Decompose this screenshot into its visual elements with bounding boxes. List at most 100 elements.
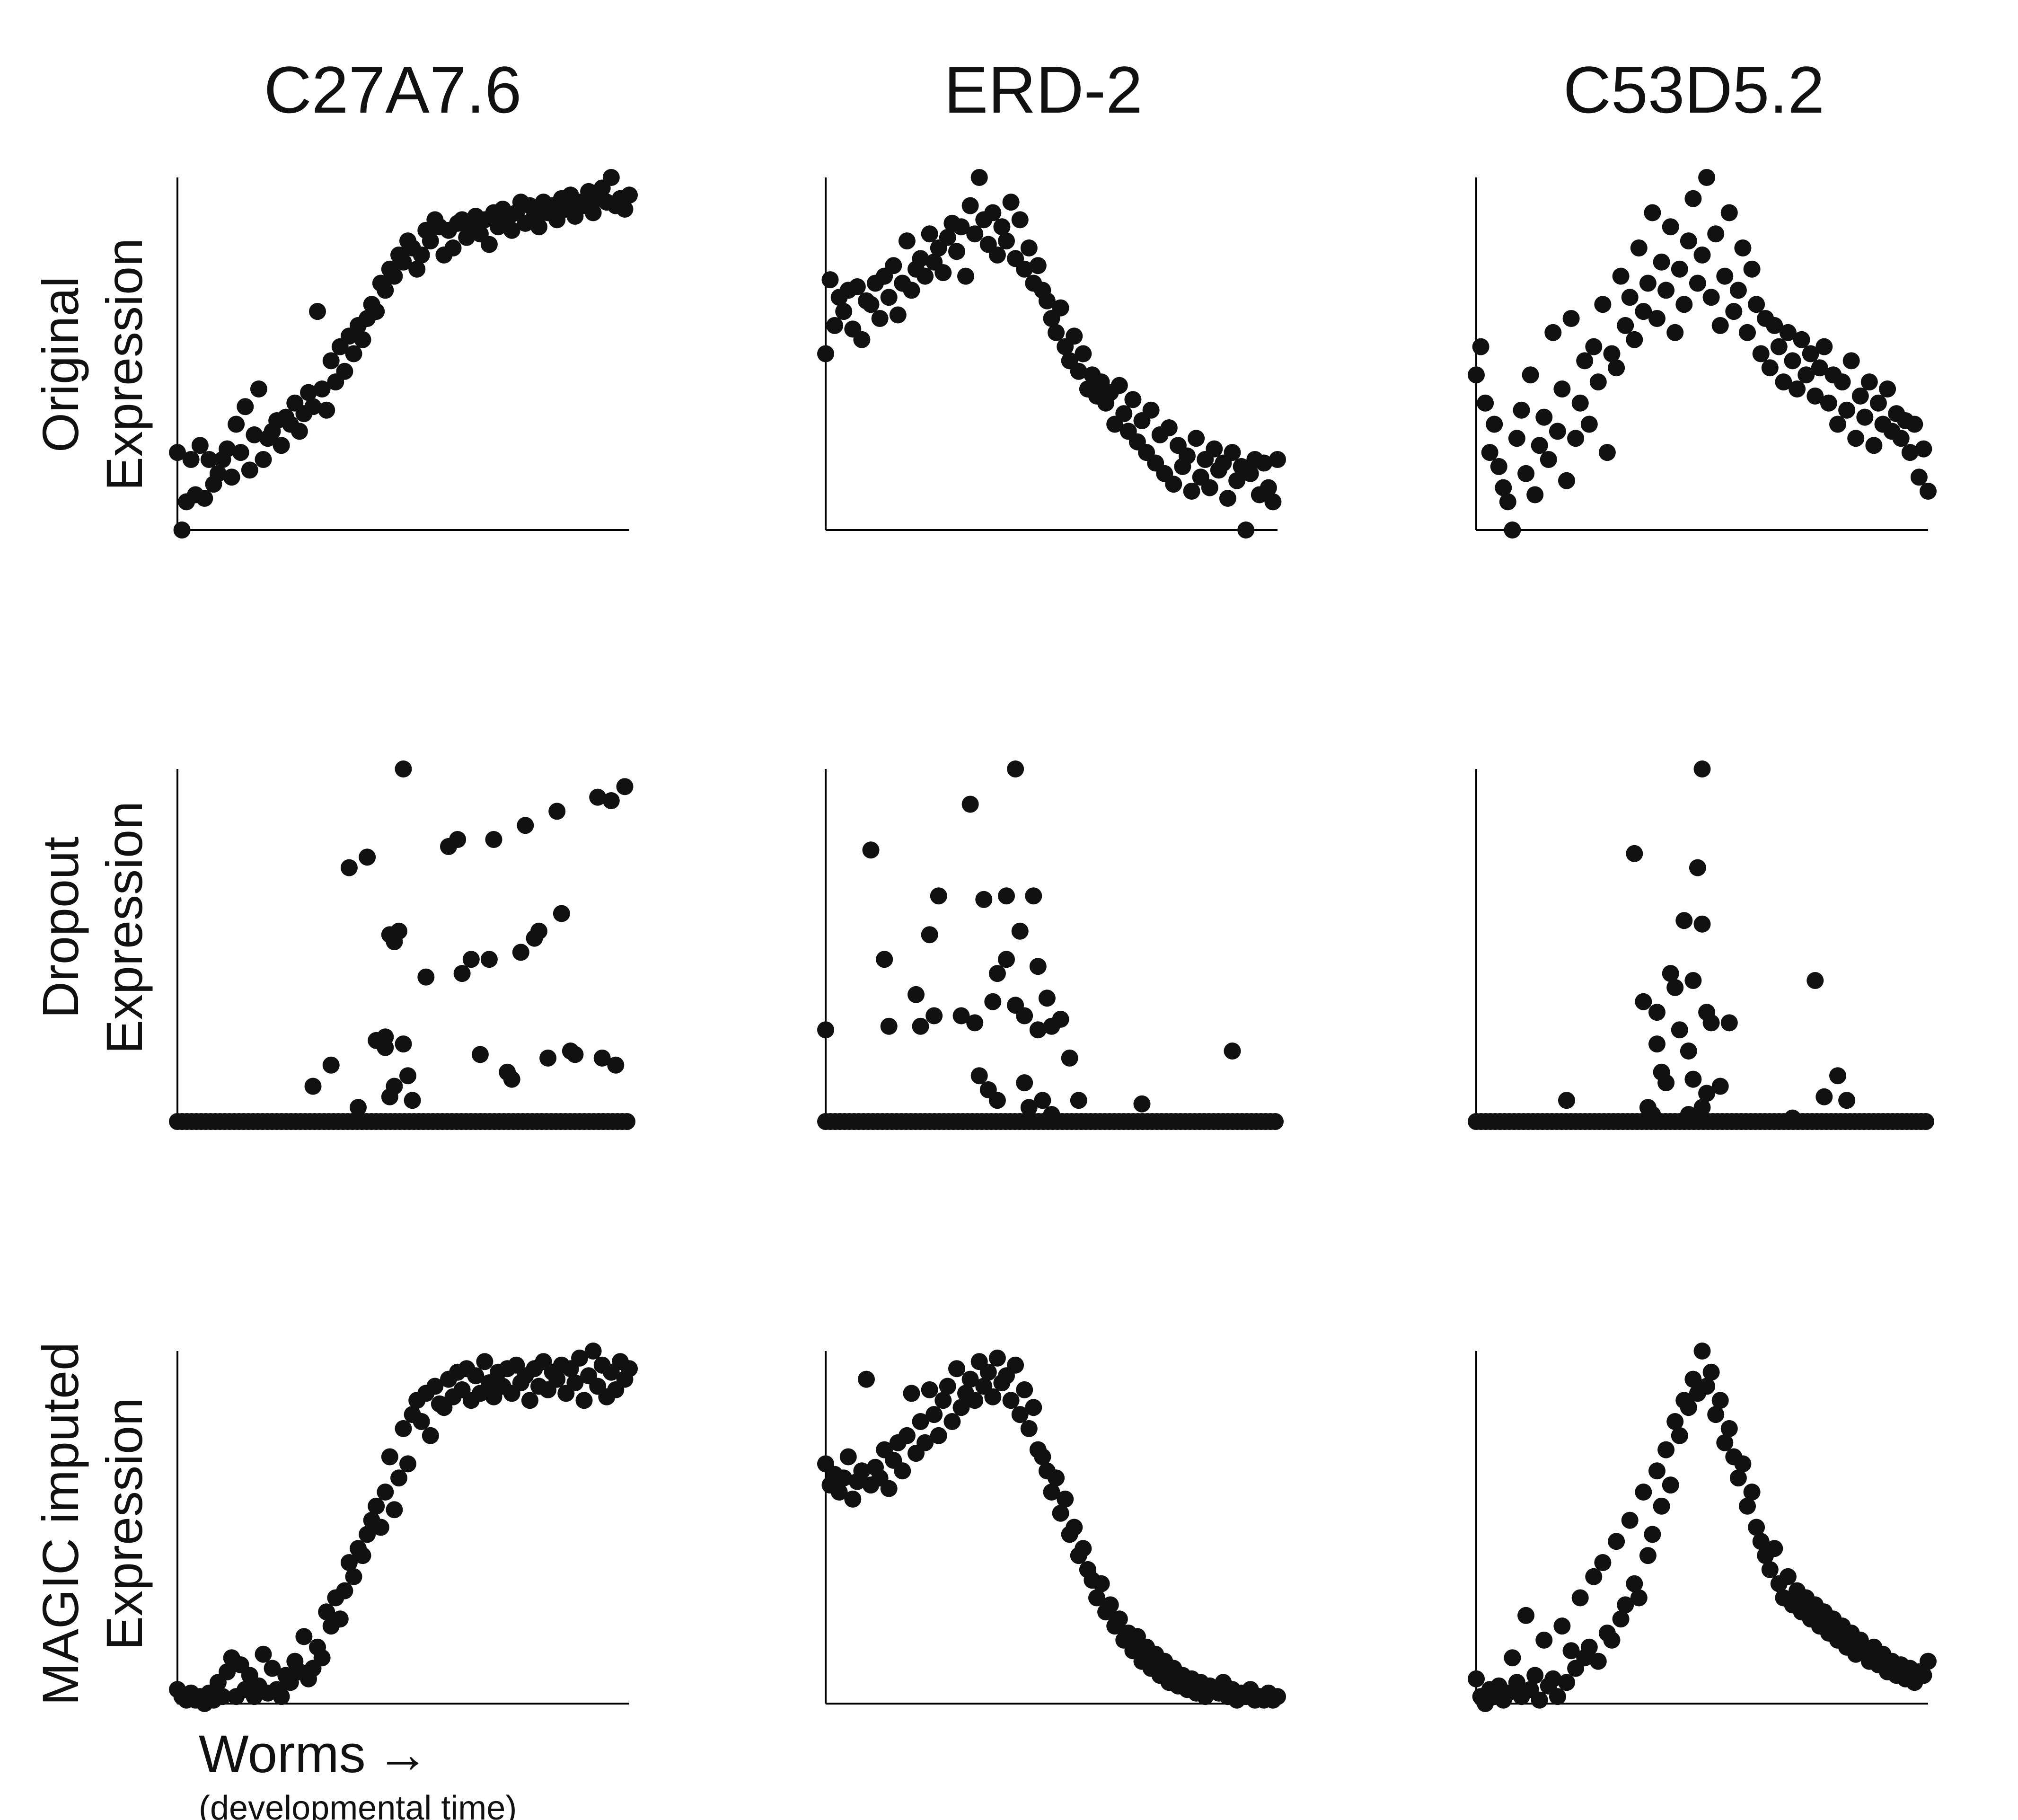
data-point	[1603, 1631, 1621, 1649]
data-point	[1002, 1392, 1020, 1409]
data-point	[1011, 922, 1029, 940]
data-point	[1535, 1631, 1553, 1649]
data-point	[1228, 472, 1246, 489]
data-point	[1653, 1497, 1670, 1515]
data-point	[984, 1388, 1002, 1405]
data-point	[1224, 444, 1241, 461]
data-point	[1255, 454, 1273, 472]
data-point	[939, 1378, 956, 1395]
data-point	[1626, 845, 1643, 862]
data-point	[952, 218, 970, 236]
data-point	[1693, 1099, 1711, 1116]
data-point	[336, 1582, 353, 1599]
data-point	[1115, 405, 1133, 423]
data-point	[232, 444, 249, 461]
data-point	[970, 1067, 988, 1085]
data-point	[1269, 451, 1286, 468]
data-point	[1879, 380, 1896, 398]
data-point	[1549, 423, 1566, 440]
data-point	[1707, 1406, 1725, 1423]
data-point	[1188, 430, 1205, 447]
data-point	[1666, 324, 1684, 341]
data-point	[1684, 972, 1702, 989]
data-point	[390, 922, 407, 940]
data-point	[826, 317, 844, 334]
data-point	[848, 278, 866, 295]
data-point	[921, 225, 938, 243]
data-point	[993, 218, 1011, 236]
data-point	[566, 1374, 584, 1392]
data-point	[880, 1480, 898, 1497]
data-point	[571, 1349, 588, 1367]
data-point	[1838, 1092, 1856, 1109]
data-point	[237, 398, 254, 415]
data-point	[250, 380, 267, 398]
data-point	[1617, 317, 1634, 334]
data-point	[264, 1660, 281, 1677]
data-point	[422, 1427, 439, 1444]
data-point	[1698, 169, 1716, 186]
data-point	[1499, 493, 1516, 511]
data-point	[1779, 1568, 1797, 1585]
data-point	[970, 169, 988, 186]
data-point	[1725, 303, 1743, 320]
data-point	[340, 859, 358, 876]
data-point	[1034, 1448, 1051, 1466]
data-point	[1029, 1021, 1047, 1039]
data-point	[1671, 1427, 1688, 1444]
data-point	[1693, 915, 1711, 933]
data-point	[1571, 1589, 1589, 1607]
data-point	[885, 257, 902, 274]
data-point	[182, 451, 200, 468]
data-point	[1693, 760, 1711, 777]
data-point	[1070, 362, 1087, 380]
data-point	[1061, 1049, 1078, 1067]
data-point	[930, 1427, 947, 1444]
data-point	[1789, 380, 1806, 398]
data-point	[1621, 289, 1639, 306]
data-point	[1675, 912, 1693, 929]
data-point	[539, 1049, 557, 1067]
data-point	[1066, 1519, 1083, 1536]
data-point	[1711, 317, 1729, 334]
data-point	[998, 887, 1015, 905]
data-point	[1784, 1109, 1801, 1127]
data-point	[480, 951, 498, 968]
data-point	[1558, 1674, 1575, 1691]
data-point	[948, 243, 965, 260]
data-point	[340, 1554, 358, 1571]
data-point	[1508, 1674, 1525, 1691]
data-point	[1847, 430, 1865, 447]
data-point	[1901, 444, 1919, 461]
data-point	[1815, 338, 1833, 355]
data-point	[584, 204, 602, 221]
scatter-panel-2-2	[817, 760, 1284, 1130]
data-point	[196, 490, 213, 507]
scatter-panel-1-2	[817, 169, 1286, 539]
data-point	[1734, 1455, 1752, 1473]
data-point	[830, 1484, 848, 1501]
data-point	[589, 788, 607, 806]
data-point	[1807, 972, 1824, 989]
data-point	[395, 1035, 412, 1053]
data-point	[979, 1363, 997, 1381]
data-point	[345, 345, 362, 362]
data-point	[386, 267, 403, 285]
data-point	[1237, 521, 1255, 539]
data-point	[1468, 366, 1485, 384]
data-point	[381, 1448, 398, 1466]
data-point	[1002, 194, 1020, 211]
data-point	[912, 250, 929, 267]
data-point	[858, 1370, 875, 1388]
data-point	[1562, 1642, 1580, 1660]
data-point	[1052, 299, 1069, 317]
data-point	[1915, 1667, 1932, 1684]
data-point	[575, 1392, 593, 1409]
data-point	[1029, 958, 1047, 975]
data-point	[1057, 1490, 1074, 1508]
row-label-3-line1: MAGIC imputed	[32, 1342, 89, 1705]
data-point	[548, 1370, 566, 1388]
data-point	[1043, 1484, 1060, 1501]
data-point	[191, 437, 209, 454]
data-point	[1544, 324, 1562, 341]
